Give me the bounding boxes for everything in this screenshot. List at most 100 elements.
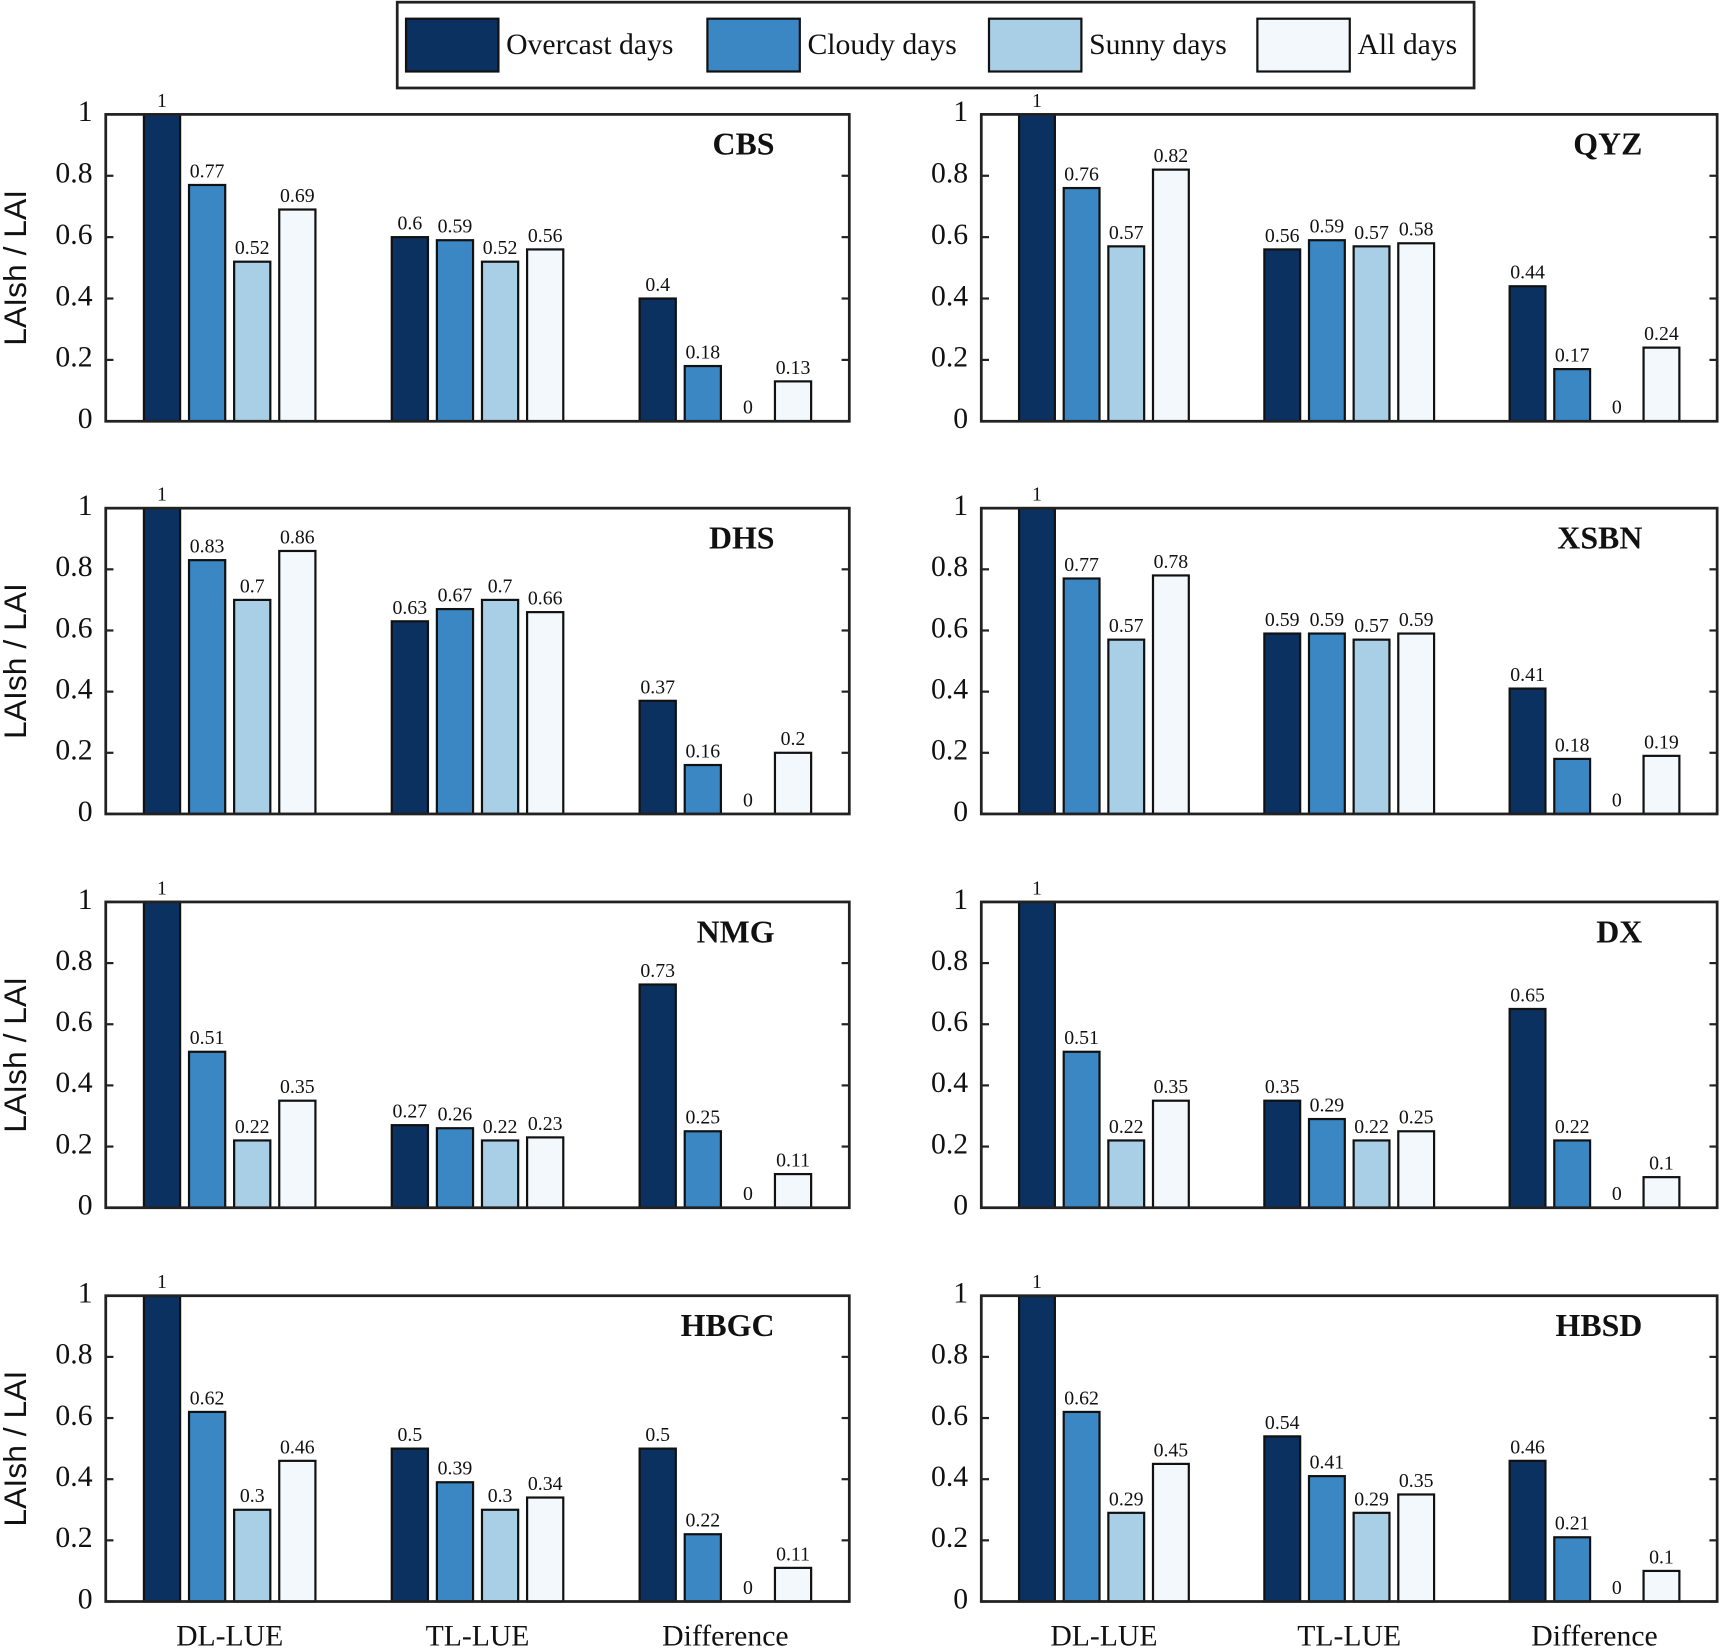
axes-frame bbox=[104, 113, 851, 423]
axes-frame bbox=[104, 506, 851, 816]
bar bbox=[638, 1447, 677, 1603]
y-tick-label: 1 bbox=[953, 884, 968, 916]
value-label: 0.22 bbox=[483, 1116, 518, 1138]
axes-frame bbox=[104, 900, 851, 1210]
value-label: 0.2 bbox=[781, 728, 806, 750]
axes-frame bbox=[979, 506, 1719, 816]
value-label: 0.17 bbox=[1555, 345, 1590, 367]
y-tick-label: 0.8 bbox=[55, 158, 92, 190]
x-tick-label: TL-LUE bbox=[426, 1621, 530, 1651]
value-label: 0.35 bbox=[1154, 1076, 1189, 1098]
value-label: 0.59 bbox=[438, 216, 473, 238]
bar bbox=[638, 297, 677, 423]
value-label: 0.59 bbox=[1265, 609, 1300, 631]
bar bbox=[233, 1139, 272, 1209]
value-label: 0.57 bbox=[1354, 615, 1389, 637]
y-tick-label: 1 bbox=[953, 96, 968, 128]
bar bbox=[1307, 1117, 1346, 1209]
y-tick-label: 0.2 bbox=[931, 735, 968, 767]
bar bbox=[1397, 242, 1436, 423]
value-label: 0.77 bbox=[1064, 554, 1099, 576]
y-tick-label: 0.6 bbox=[931, 1006, 968, 1038]
y-tick-label: 0.8 bbox=[55, 945, 92, 977]
bar bbox=[1062, 186, 1101, 423]
value-label: 0.4 bbox=[645, 274, 670, 296]
value-label: 0.16 bbox=[686, 740, 721, 762]
legend-swatch bbox=[706, 17, 801, 73]
bar bbox=[1017, 900, 1056, 1209]
value-label: 0.7 bbox=[488, 575, 513, 597]
value-label: 0 bbox=[1612, 789, 1622, 811]
bar bbox=[525, 1136, 565, 1209]
panel-title: NMG bbox=[697, 914, 775, 949]
bar bbox=[1151, 574, 1190, 816]
legend-label: All days bbox=[1357, 29, 1457, 61]
bar bbox=[435, 1127, 475, 1209]
y-tick-label: 0 bbox=[953, 403, 968, 435]
value-label: 0.59 bbox=[1310, 609, 1345, 631]
y-axis-label: LAIsh / LAI bbox=[0, 583, 33, 739]
y-tick-label: 0 bbox=[953, 1190, 968, 1222]
bar bbox=[142, 113, 182, 423]
value-label: 0 bbox=[1612, 397, 1622, 419]
bar bbox=[1107, 1511, 1146, 1603]
bar bbox=[1508, 687, 1547, 816]
value-label: 0 bbox=[743, 1577, 753, 1599]
y-tick-label: 0.6 bbox=[931, 1400, 968, 1432]
value-label: 1 bbox=[1032, 484, 1042, 506]
bar bbox=[1307, 632, 1346, 816]
bar bbox=[480, 1508, 520, 1603]
bar bbox=[1642, 1569, 1681, 1603]
bar bbox=[638, 983, 677, 1209]
bar bbox=[390, 1447, 430, 1603]
panel-title: DHS bbox=[709, 520, 775, 555]
value-label: 1 bbox=[157, 484, 167, 506]
value-label: 0.23 bbox=[528, 1113, 563, 1135]
value-label: 0.83 bbox=[190, 536, 225, 558]
bar bbox=[1397, 1493, 1436, 1603]
y-tick-label: 0 bbox=[78, 403, 93, 435]
axes-frame bbox=[979, 113, 1719, 423]
x-tick-label: DL-LUE bbox=[176, 1621, 283, 1651]
bar bbox=[1352, 1511, 1391, 1603]
panel-title: DX bbox=[1596, 914, 1642, 949]
value-label: 0.34 bbox=[528, 1473, 563, 1495]
value-label: 1 bbox=[157, 1271, 167, 1293]
bar bbox=[1151, 1462, 1190, 1603]
value-label: 0.57 bbox=[1354, 222, 1389, 244]
value-label: 0.86 bbox=[280, 526, 315, 548]
bar bbox=[278, 549, 317, 816]
y-tick-label: 0 bbox=[78, 796, 93, 828]
bar bbox=[1397, 632, 1436, 816]
y-tick-label: 0.2 bbox=[55, 735, 92, 767]
bar bbox=[1151, 1099, 1190, 1209]
value-label: 0.62 bbox=[190, 1387, 225, 1409]
value-label: 1 bbox=[1032, 1271, 1042, 1293]
y-tick-label: 0.6 bbox=[931, 219, 968, 251]
legend-label: Cloudy days bbox=[808, 29, 957, 61]
value-label: 1 bbox=[1032, 90, 1042, 112]
bar bbox=[1062, 1050, 1101, 1209]
bar bbox=[1553, 1139, 1592, 1209]
y-tick-label: 0.4 bbox=[931, 673, 968, 705]
bar bbox=[683, 364, 723, 423]
value-label: 0 bbox=[743, 397, 753, 419]
bar bbox=[773, 380, 813, 423]
value-label: 1 bbox=[1032, 877, 1042, 899]
y-tick-label: 0 bbox=[953, 796, 968, 828]
y-tick-label: 0.8 bbox=[931, 1339, 968, 1371]
bar bbox=[187, 559, 227, 816]
value-label: 0.82 bbox=[1154, 145, 1189, 167]
bar bbox=[187, 1050, 227, 1209]
bar bbox=[683, 1130, 723, 1209]
value-label: 0.46 bbox=[1510, 1436, 1545, 1458]
value-label: 0.59 bbox=[1310, 216, 1345, 238]
value-label: 0.6 bbox=[397, 213, 422, 235]
value-label: 0.22 bbox=[1109, 1116, 1144, 1138]
bar bbox=[187, 183, 227, 423]
y-tick-label: 0.2 bbox=[55, 342, 92, 374]
value-label: 0.66 bbox=[528, 588, 563, 610]
bar bbox=[1062, 577, 1101, 816]
y-axis-label: LAIsh / LAI bbox=[0, 190, 33, 346]
bar bbox=[1508, 1459, 1547, 1603]
